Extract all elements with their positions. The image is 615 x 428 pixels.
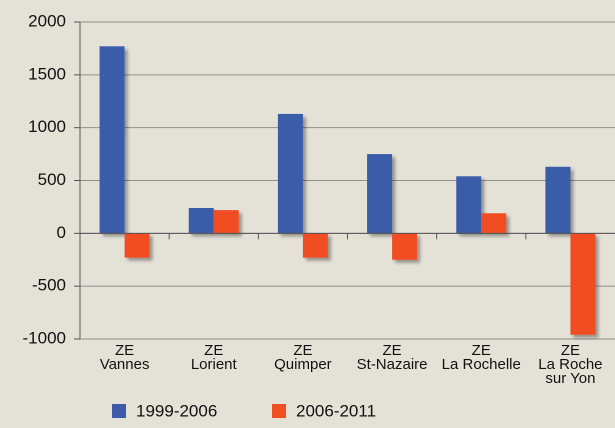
bar xyxy=(213,210,239,234)
y-tick-label: 500 xyxy=(38,170,66,189)
bar xyxy=(188,207,214,234)
bar xyxy=(545,166,571,234)
bar xyxy=(570,233,596,335)
x-tick-label: ZE Quimper xyxy=(274,342,332,373)
x-tick-label: ZE Vannes xyxy=(100,342,150,373)
legend-label: 1999-2006 xyxy=(136,401,217,420)
bar xyxy=(392,233,418,260)
y-tick-label: 1000 xyxy=(28,117,66,136)
bar xyxy=(277,113,303,234)
y-tick-label: -1000 xyxy=(23,328,66,347)
y-tick-label: 0 xyxy=(57,223,66,242)
x-tick-label: ZE La Rochelle xyxy=(442,342,521,373)
bar xyxy=(456,176,482,234)
bar xyxy=(481,213,507,234)
legend-label: 2006-2011 xyxy=(296,401,376,420)
x-tick-label: ZE La Roche sur Yon xyxy=(538,342,602,387)
x-tick-label: ZE Lorient xyxy=(191,342,238,373)
legend-swatch xyxy=(112,404,126,418)
y-tick-label: -500 xyxy=(32,276,66,295)
x-tick-label: ZE St-Nazaire xyxy=(357,342,428,373)
legend-swatch xyxy=(272,404,286,418)
bar xyxy=(124,233,150,258)
bar xyxy=(367,154,393,234)
bar xyxy=(99,46,125,234)
y-tick-label: 1500 xyxy=(28,64,66,83)
y-tick-label: 2000 xyxy=(28,11,66,30)
bar xyxy=(302,233,328,258)
